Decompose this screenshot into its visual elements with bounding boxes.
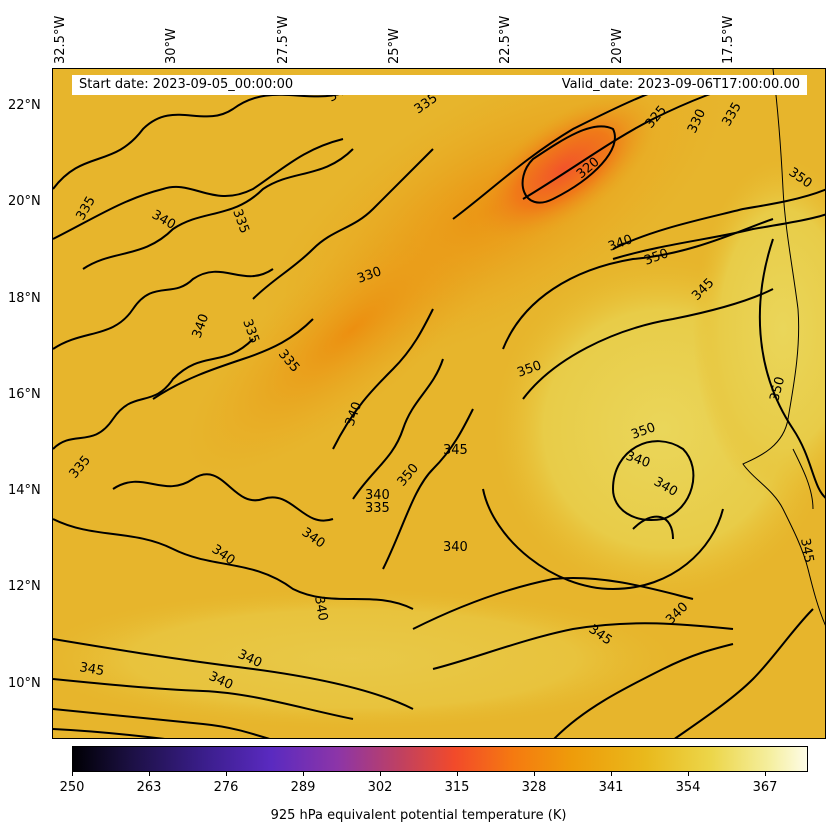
orange-band bbox=[185, 183, 521, 475]
colorbar-tick-mark bbox=[611, 772, 612, 776]
lat-label-16N: 16°N bbox=[8, 387, 41, 402]
start-date-label: Start date: 2023-09-05_00:00:00 bbox=[79, 77, 294, 92]
lat-label-18N: 18°N bbox=[8, 291, 41, 306]
coastline bbox=[742, 69, 825, 626]
lon-label-17.5W: 17.5°W bbox=[721, 15, 736, 64]
colorbar bbox=[72, 746, 808, 772]
contour-label: 340 bbox=[365, 488, 390, 503]
lat-label-12N: 12°N bbox=[8, 579, 41, 594]
colorbar-tick-label: 328 bbox=[521, 780, 547, 795]
lon-label-25W: 25°W bbox=[387, 28, 402, 64]
contour-label: 340 bbox=[311, 595, 330, 622]
colorbar-tick-label: 289 bbox=[290, 780, 316, 795]
colorbar-tick-label: 341 bbox=[598, 780, 624, 795]
contour-lines bbox=[53, 78, 825, 738]
colorbar-tick-label: 263 bbox=[136, 780, 162, 795]
lon-label-20W: 20°W bbox=[610, 28, 625, 64]
colorbar-tick-mark bbox=[380, 772, 381, 776]
colorbar-tick-label: 367 bbox=[752, 780, 778, 795]
contour-label: 340 bbox=[443, 540, 468, 555]
valid-date-label: Valid_date: 2023-09-06T17:00:00.00 bbox=[561, 77, 800, 92]
contour-label: 350 bbox=[767, 375, 788, 403]
lat-label-22N: 22°N bbox=[8, 98, 41, 113]
colorbar-tick-mark bbox=[72, 772, 73, 776]
contour-label: 345 bbox=[443, 443, 468, 458]
date-info-bar: Start date: 2023-09-05_00:00:00 Valid_da… bbox=[72, 75, 807, 95]
low-theta-core bbox=[468, 93, 658, 245]
lon-label-27.5W: 27.5°W bbox=[276, 15, 291, 64]
colorbar-tick-mark bbox=[534, 772, 535, 776]
contour-label: 335 bbox=[365, 501, 390, 516]
lon-label-30W: 30°W bbox=[164, 28, 179, 64]
colorbar-tick-label: 315 bbox=[444, 780, 470, 795]
lat-label-14N: 14°N bbox=[8, 483, 41, 498]
colorbar-tick-mark bbox=[303, 772, 304, 776]
colorbar-tick-label: 276 bbox=[213, 780, 239, 795]
colorbar-tick-mark bbox=[149, 772, 150, 776]
colorbar-tick-label: 302 bbox=[367, 780, 393, 795]
map-panel: 340 335 325 330 335 320 350 335 340 335 … bbox=[52, 68, 826, 739]
theta-e-field: 340 335 325 330 335 320 350 335 340 335 … bbox=[53, 69, 825, 738]
contour-label: 345 bbox=[797, 537, 816, 564]
high-theta-south bbox=[53, 589, 673, 729]
lon-label-22.5W: 22.5°W bbox=[498, 15, 513, 64]
colorbar-label: 925 hPa equivalent potential temperature… bbox=[270, 808, 567, 823]
colorbar-tick-mark bbox=[688, 772, 689, 776]
colorbar-tick-label: 250 bbox=[59, 780, 85, 795]
contour-label: 345 bbox=[78, 660, 105, 679]
high-theta-east bbox=[693, 159, 825, 499]
colorbar-tick-label: 354 bbox=[675, 780, 701, 795]
lat-label-20N: 20°N bbox=[8, 194, 41, 209]
colorbar-tick-mark bbox=[457, 772, 458, 776]
lat-label-10N: 10°N bbox=[8, 676, 41, 691]
colorbar-tick-mark bbox=[226, 772, 227, 776]
lon-label-32.5W: 32.5°W bbox=[53, 15, 68, 64]
colorbar-tick-mark bbox=[765, 772, 766, 776]
